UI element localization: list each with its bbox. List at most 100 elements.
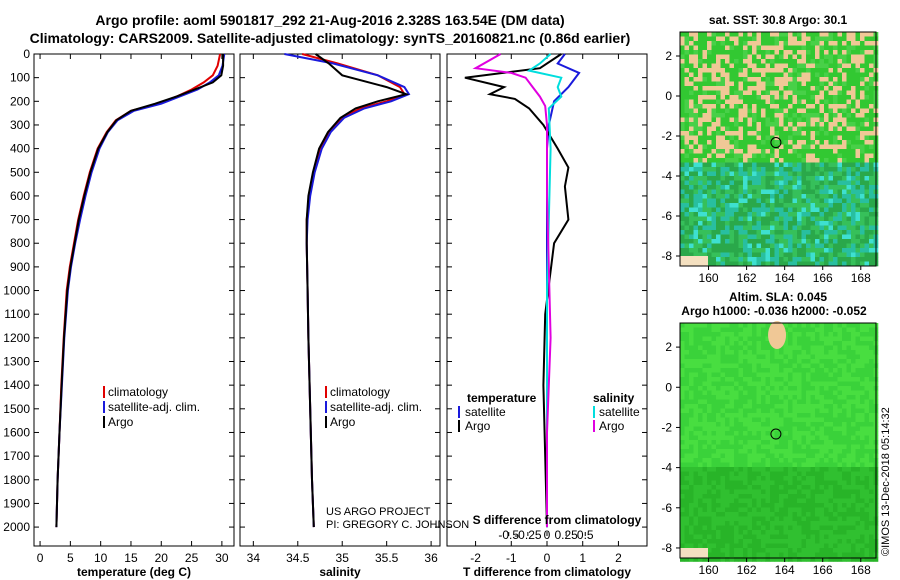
- map-cell: [689, 158, 694, 163]
- map-cell: [756, 341, 762, 346]
- map-cell: [680, 104, 685, 109]
- map-cell: [842, 185, 847, 190]
- map-cell: [833, 72, 838, 78]
- map-cell: [869, 395, 874, 400]
- map-cell: [716, 243, 721, 249]
- map-cell: [765, 140, 771, 145]
- map-cell: [819, 557, 825, 562]
- map-cell: [689, 449, 694, 454]
- map-cell: [806, 86, 811, 91]
- map-cell: [747, 327, 753, 333]
- map-cell: [693, 323, 699, 328]
- map-cell: [828, 467, 834, 472]
- map-cell: [765, 167, 771, 172]
- map-cell: [761, 36, 766, 42]
- map-cell: [851, 131, 856, 136]
- map-cell: [846, 176, 852, 181]
- map-cell: [797, 399, 802, 405]
- map-cell: [815, 521, 820, 526]
- map-cell: [689, 117, 694, 123]
- map-cell: [810, 521, 816, 526]
- map-cell: [743, 225, 748, 231]
- map-cell: [738, 530, 744, 535]
- map-cell: [801, 543, 807, 549]
- map-cell: [752, 332, 757, 337]
- map-cell: [711, 539, 717, 544]
- map-cell: [765, 449, 771, 454]
- map-cell: [707, 512, 712, 517]
- map-cell: [752, 113, 757, 118]
- map-cell: [747, 257, 753, 262]
- map-cell: [752, 239, 757, 244]
- map-cell: [855, 395, 861, 400]
- map-cell: [828, 404, 834, 409]
- map-cell: [743, 32, 748, 37]
- map-cell: [698, 68, 703, 73]
- map-cell: [752, 189, 757, 195]
- map-cell: [752, 171, 757, 177]
- map-cell: [770, 261, 775, 267]
- map-cell: [770, 68, 775, 73]
- map-cell: [824, 426, 829, 432]
- map-cell: [693, 471, 699, 477]
- map-cell: [860, 327, 865, 333]
- map-cell: [819, 503, 825, 508]
- map-cell: [815, 323, 820, 328]
- map-cell: [842, 194, 847, 199]
- map-cell: [819, 171, 825, 177]
- map-cell: [801, 149, 807, 154]
- map-cell: [833, 189, 838, 195]
- x-tick-label: 34.5: [286, 551, 310, 565]
- map-cell: [711, 543, 717, 549]
- map-cell: [824, 395, 829, 400]
- map-cell: [747, 68, 753, 73]
- map-cell: [752, 140, 757, 145]
- map-cell: [851, 458, 856, 463]
- map-cell: [743, 552, 748, 558]
- map-cell: [801, 368, 807, 373]
- map-cell: [828, 81, 834, 87]
- map-cell: [743, 417, 748, 423]
- map-cell: [680, 162, 685, 168]
- map-cell: [837, 336, 843, 342]
- map-cell: [707, 162, 712, 168]
- map-cell: [698, 72, 703, 78]
- map-cell: [707, 449, 712, 454]
- map-cell: [761, 135, 766, 141]
- map-cell: [788, 341, 793, 346]
- map-cell: [752, 543, 757, 549]
- map-cell: [855, 521, 861, 526]
- map-cell: [752, 117, 757, 123]
- map-cell: [729, 525, 735, 531]
- map-cell: [783, 336, 789, 342]
- map-cell: [864, 234, 870, 240]
- map-cell: [729, 557, 735, 562]
- map-cell: [837, 539, 843, 544]
- map-cell: [833, 239, 838, 244]
- map-cell: [698, 158, 703, 163]
- map-cell: [828, 548, 834, 553]
- map-cell: [707, 54, 712, 60]
- map-cell: [729, 86, 735, 91]
- map-cell: [756, 225, 762, 231]
- map-cell: [797, 516, 802, 522]
- map-cell: [788, 413, 793, 418]
- map-cell: [752, 471, 757, 477]
- map-cell: [747, 180, 753, 186]
- map-cell: [801, 113, 807, 118]
- map-cell: [824, 386, 829, 391]
- map-cell: [707, 117, 712, 123]
- map-cell: [806, 131, 811, 136]
- map-cell: [747, 126, 753, 132]
- map-cell: [860, 525, 865, 531]
- map-cell: [698, 54, 703, 60]
- map-cell: [842, 243, 847, 249]
- map-cell: [774, 207, 780, 213]
- map-cell: [797, 480, 802, 486]
- map-cell: [729, 404, 735, 409]
- map-cell: [702, 113, 708, 118]
- map-cell: [752, 494, 757, 499]
- map-cell: [869, 525, 874, 531]
- map-cell: [734, 239, 739, 244]
- map-cell: [752, 198, 757, 204]
